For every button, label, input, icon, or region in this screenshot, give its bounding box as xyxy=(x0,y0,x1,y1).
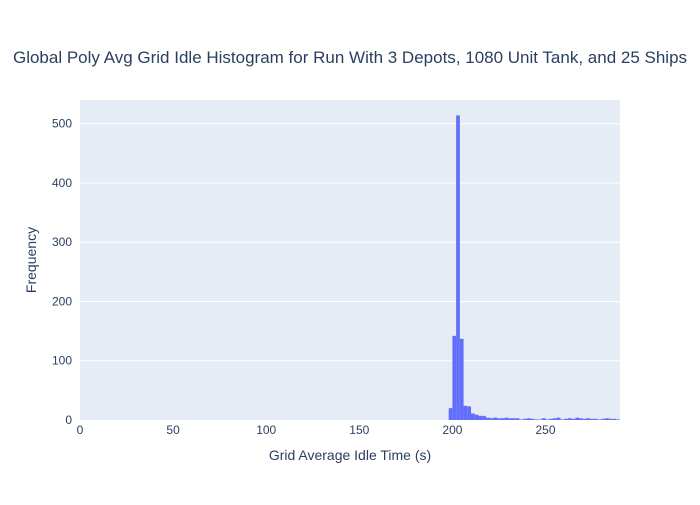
histogram-bar xyxy=(552,418,557,420)
plot-area xyxy=(80,100,620,420)
histogram-bar xyxy=(534,419,539,420)
x-tick-label: 0 xyxy=(77,423,84,437)
histogram-bar xyxy=(493,417,498,420)
histogram-bar xyxy=(471,413,475,420)
x-axis-label: Grid Average Idle Time (s) xyxy=(269,447,431,463)
histogram-bar xyxy=(515,418,520,420)
histogram-bar xyxy=(616,419,620,420)
histogram-bar xyxy=(467,406,472,420)
histogram-bar xyxy=(612,418,617,420)
histogram-bar xyxy=(448,408,453,420)
histogram-bar xyxy=(463,405,468,420)
histogram-bar xyxy=(571,418,576,420)
histogram-bar xyxy=(485,417,490,420)
x-tick-label: 100 xyxy=(256,423,276,437)
histogram-bar xyxy=(478,415,483,420)
x-tick-label: 250 xyxy=(536,423,556,437)
histogram-bar xyxy=(564,418,568,420)
histogram-bar xyxy=(538,419,542,420)
y-tick-label: 100 xyxy=(52,354,72,368)
histogram-bar xyxy=(482,415,486,420)
histogram-bar xyxy=(608,418,613,420)
histogram-bar xyxy=(523,418,527,420)
y-tick-label: 500 xyxy=(52,117,72,131)
histogram-bar xyxy=(575,417,580,420)
histogram-bar xyxy=(556,417,561,420)
histogram-bar xyxy=(530,418,535,420)
histogram-bar xyxy=(605,418,609,420)
histogram-bar xyxy=(590,418,594,420)
histogram-bar xyxy=(474,414,479,420)
chart-title: Global Poly Avg Grid Idle Histogram for … xyxy=(13,48,687,67)
histogram-bar xyxy=(567,418,572,420)
y-tick-label: 300 xyxy=(52,235,72,249)
histogram-bar xyxy=(549,418,553,420)
histogram-bar xyxy=(582,418,587,420)
histogram-bar xyxy=(459,338,464,420)
x-tick-label: 150 xyxy=(349,423,369,437)
histogram-bar xyxy=(500,418,505,420)
histogram-bar xyxy=(456,115,460,420)
bar-layer xyxy=(448,115,620,420)
histogram-bar xyxy=(560,419,565,420)
histogram-bar xyxy=(579,418,583,420)
histogram-bar xyxy=(541,418,546,420)
grid-layer xyxy=(80,123,620,362)
histogram-bar xyxy=(597,419,602,420)
x-tick-label: 50 xyxy=(166,423,180,437)
x-tick-label: 200 xyxy=(442,423,462,437)
histogram-bar xyxy=(504,417,509,420)
histogram-bar xyxy=(593,418,598,420)
histogram-bar xyxy=(452,335,457,420)
histogram-bar xyxy=(586,418,591,420)
histogram-bar xyxy=(512,418,516,420)
histogram-bar xyxy=(489,418,494,420)
histogram-bar xyxy=(519,419,524,420)
y-tick-label: 400 xyxy=(52,176,72,190)
histogram-bar xyxy=(545,419,550,420)
histogram-bar xyxy=(601,418,606,420)
histogram-bar xyxy=(497,418,501,420)
y-tick-label: 0 xyxy=(65,413,72,427)
tick-layer: 0 100 200 300 400 500 0 50 100 150 200 250 xyxy=(52,117,556,437)
y-axis-label: Frequency xyxy=(23,227,39,293)
y-tick-label: 200 xyxy=(52,294,72,308)
histogram-bar xyxy=(508,418,512,420)
histogram-bar xyxy=(526,418,531,420)
